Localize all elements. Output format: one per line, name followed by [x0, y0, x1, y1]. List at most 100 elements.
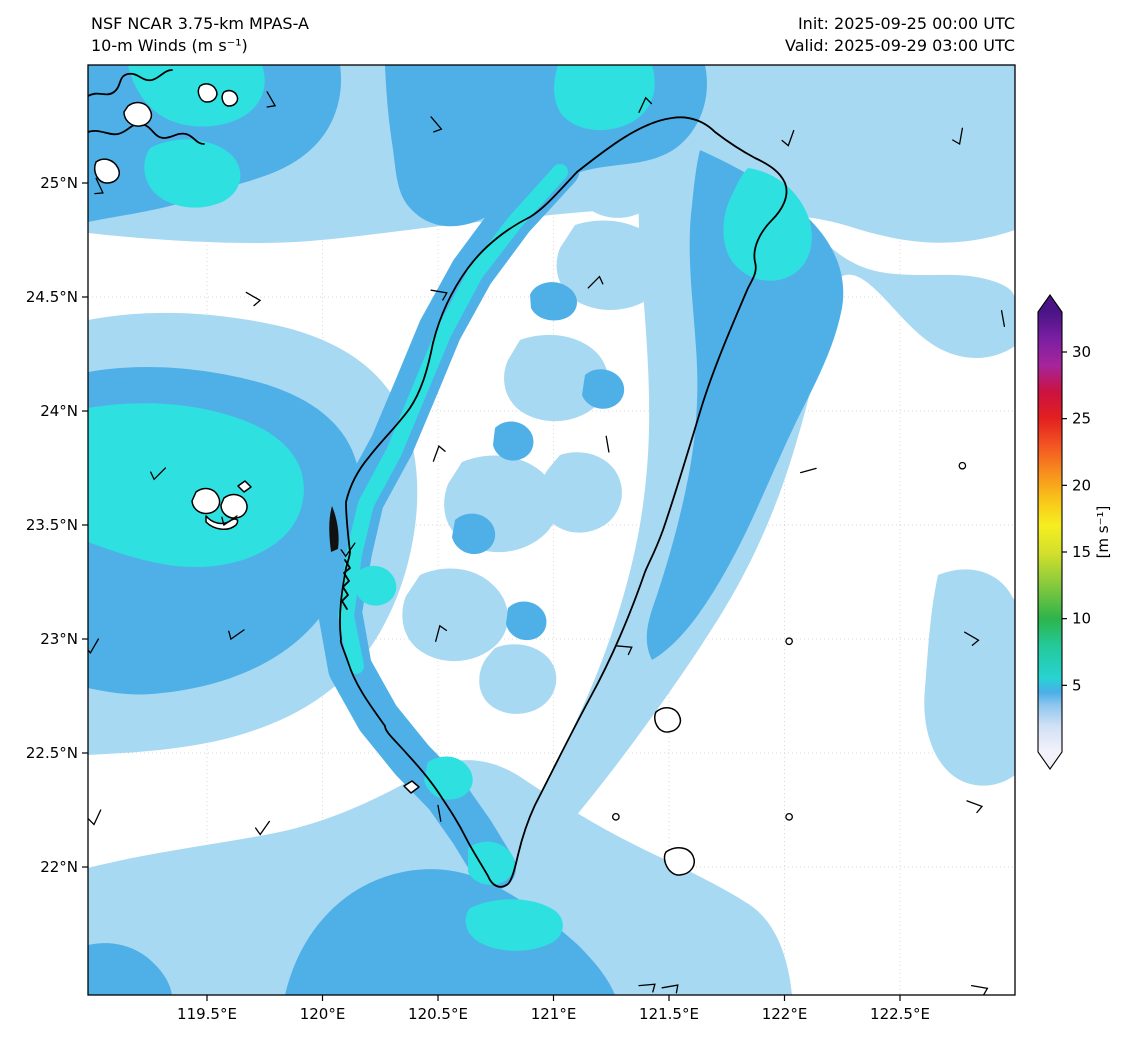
- china-coast-island: [123, 101, 153, 127]
- contour-region: [402, 568, 508, 662]
- wind-barb: [587, 275, 604, 289]
- china-coastline: [88, 69, 239, 184]
- colorbar-tick-label: 10: [1072, 610, 1091, 628]
- run-times: Init: 2025-09-25 00:00 UTC Valid: 2025-0…: [785, 13, 1015, 57]
- wind-barb: [952, 127, 964, 146]
- wind-barb: [150, 467, 167, 481]
- y-axis-tick-label: 23.5°N: [26, 516, 78, 534]
- china-coast-segment: [88, 122, 205, 145]
- wind-barb: [228, 629, 245, 641]
- contour-region: [493, 421, 534, 461]
- china-coast-island: [94, 158, 120, 184]
- penghu-island: [205, 515, 239, 530]
- y-axis-tick-label: 25°N: [40, 174, 78, 192]
- china-coast-island: [221, 89, 239, 107]
- wind-barbs-layer: [88, 91, 1006, 995]
- plot-title-line1: NSF NCAR 3.75-km MPAS-A: [91, 14, 309, 33]
- calm-wind-marker: [612, 812, 620, 821]
- wind-barb: [661, 984, 679, 994]
- colorbar-tick-label: 5: [1072, 676, 1082, 694]
- y-axis-tick-label: 24.5°N: [26, 288, 78, 306]
- wind-barb: [88, 809, 102, 826]
- wind-barb: [254, 820, 271, 836]
- x-axis-tick-label: 121°E: [531, 1005, 577, 1023]
- colorbar-extend-top: [1038, 295, 1062, 312]
- xiaoliuqiu-island: [403, 780, 420, 794]
- penghu-island: [220, 493, 248, 519]
- y-axis-tick-label: 23°N: [40, 630, 78, 648]
- wind-barb: [340, 542, 356, 558]
- contour-region: [144, 139, 241, 208]
- contour-region: [355, 565, 397, 606]
- wind-speed-fill-cyan: [88, 65, 812, 951]
- colorbar-axis-label: [m s⁻¹]: [1094, 506, 1112, 559]
- coastlines-layer: [88, 69, 788, 888]
- colorbar-outline: [1037, 294, 1063, 770]
- colorbar-tick-label: 20: [1072, 476, 1091, 494]
- tidal-coast-detail: [341, 559, 351, 610]
- colorbar-tick-label: 15: [1072, 543, 1091, 561]
- calm-wind-marker: [958, 461, 967, 470]
- green-island: [654, 707, 682, 733]
- contour-region: [556, 220, 668, 310]
- wind-barb: [88, 638, 100, 655]
- wind-barb: [800, 467, 817, 474]
- x-axis-tick-label: 121.5°E: [639, 1005, 699, 1023]
- contour-region: [504, 334, 608, 422]
- contour-region: [479, 644, 557, 714]
- valid-time: Valid: 2025-09-29 03:00 UTC: [784, 36, 1015, 55]
- wind-barb: [435, 624, 448, 642]
- penghu-islands: [191, 480, 252, 530]
- wind-barb: [1000, 310, 1006, 328]
- wind-barb: [781, 129, 795, 147]
- contour-region: [128, 65, 265, 127]
- penghu-island: [191, 487, 221, 515]
- colorbar-gradient-bar: [1038, 312, 1062, 752]
- calm-wind-marker: [785, 812, 793, 821]
- contour-region: [554, 65, 655, 131]
- contour-region: [338, 164, 568, 674]
- taiwan-coastline: [339, 116, 788, 888]
- wind-barb: [430, 116, 443, 133]
- wind-barb: [245, 291, 262, 307]
- wind-barb: [638, 96, 653, 113]
- init-time: Init: 2025-09-25 00:00 UTC: [797, 14, 1015, 33]
- orchid-island: [663, 847, 695, 876]
- wind-barb: [266, 91, 277, 108]
- plot-title-line2: 10-m Winds (m s⁻¹): [91, 36, 248, 55]
- colorbar: 5 10 15 20 25 30 [m s⁻¹]: [1037, 294, 1112, 770]
- penghu-island: [237, 480, 252, 493]
- colorbar-extend-bottom: [1038, 752, 1062, 769]
- wind-barb: [970, 984, 989, 995]
- lagoon-sandbar: [329, 506, 339, 552]
- x-axis-tick-label: 120.5°E: [408, 1005, 468, 1023]
- wind-barb: [964, 631, 980, 646]
- wind-barb: [437, 804, 442, 822]
- y-axis-tick-label: 22.5°N: [26, 744, 78, 762]
- contour-region: [88, 403, 304, 567]
- wind-barb: [605, 435, 610, 453]
- plot-border: [87, 64, 1016, 996]
- wind-barb: [615, 645, 633, 656]
- calm-wind-marker: [785, 637, 793, 646]
- y-axis-tick-label: 22°N: [40, 858, 78, 876]
- wind-barb: [966, 800, 984, 814]
- x-axis-tick-label: 119.5°E: [177, 1005, 237, 1023]
- wind-barb: [432, 444, 446, 462]
- contour-region: [539, 452, 622, 533]
- contour-region: [468, 841, 515, 885]
- y-axis-tick-label: 24°N: [40, 402, 78, 420]
- x-axis-tick-label: 120°E: [300, 1005, 346, 1023]
- contour-region: [506, 601, 547, 641]
- contour-region: [582, 369, 625, 409]
- x-axis-tick-label: 122.5°E: [870, 1005, 930, 1023]
- china-coast-segment: [88, 69, 173, 97]
- colorbar-tick-label: 25: [1072, 410, 1091, 428]
- wind-barb: [430, 289, 448, 301]
- wind-barb: [221, 515, 238, 527]
- colorbar-tick-label: 30: [1072, 343, 1091, 361]
- plot-title: NSF NCAR 3.75-km MPAS-A 10-m Winds (m s⁻…: [91, 13, 309, 57]
- x-axis-tick-label: 122°E: [762, 1005, 808, 1023]
